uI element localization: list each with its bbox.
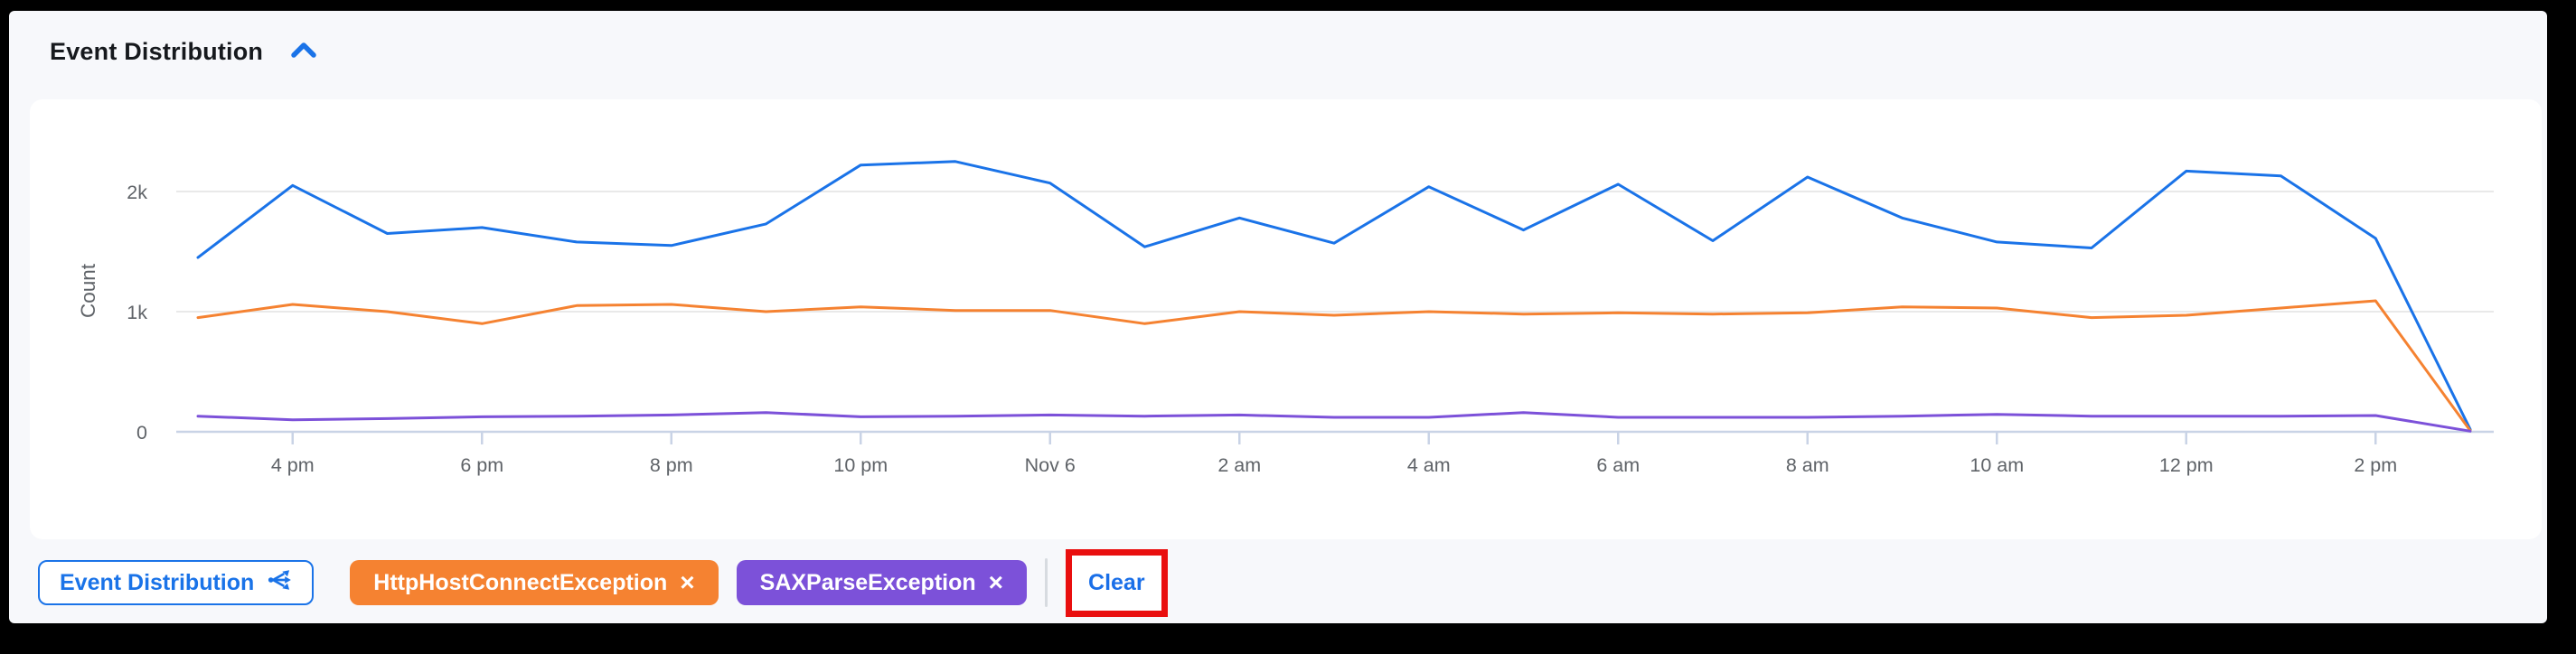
svg-text:4 pm: 4 pm: [271, 454, 315, 476]
svg-text:12 pm: 12 pm: [2159, 454, 2214, 476]
collapse-button[interactable]: [288, 40, 319, 64]
filter-pill-label: HttpHostConnectException: [373, 569, 668, 595]
clear-button[interactable]: Clear: [1088, 569, 1145, 595]
svg-text:4 am: 4 am: [1407, 454, 1451, 476]
svg-text:2 am: 2 am: [1217, 454, 1261, 476]
event-distribution-panel: Event Distribution 4 pm 6 pm 8 pm 10 pm Nov …: [9, 11, 2547, 623]
svg-text:0: 0: [136, 422, 147, 444]
close-icon[interactable]: ×: [988, 568, 1004, 596]
svg-text:6 pm: 6 pm: [460, 454, 503, 476]
annotation-highlight-box: Clear: [1066, 548, 1168, 617]
share-icon: [267, 567, 292, 599]
svg-text:2 pm: 2 pm: [2354, 454, 2397, 476]
svg-text:8 pm: 8 pm: [650, 454, 693, 476]
svg-text:Count: Count: [77, 263, 99, 318]
svg-text:10 pm: 10 pm: [833, 454, 888, 476]
chart-name-chip-label: Event Distribution: [60, 569, 255, 595]
chevron-up-icon: [288, 40, 319, 64]
svg-text:8 am: 8 am: [1786, 454, 1829, 476]
filter-pill-saxparseexception[interactable]: SAXParseException ×: [736, 560, 1028, 605]
svg-text:Nov 6: Nov 6: [1025, 454, 1076, 476]
svg-text:6 am: 6 am: [1596, 454, 1640, 476]
close-icon[interactable]: ×: [680, 568, 695, 596]
chart-card: 4 pm 6 pm 8 pm 10 pm Nov 6 2 am 4 am 6 am 8 am 10…: [30, 99, 2542, 539]
page-title: Event Distribution: [50, 38, 264, 65]
svg-text:10 am: 10 am: [1970, 454, 2024, 476]
vertical-divider: [1045, 558, 1048, 607]
filter-pill-label: SAXParseException: [759, 569, 976, 595]
svg-text:1k: 1k: [127, 302, 147, 323]
panel-header: Event Distribution: [50, 38, 319, 66]
svg-text:2k: 2k: [127, 182, 147, 203]
chart-name-chip[interactable]: Event Distribution: [38, 560, 315, 605]
legend-row: Event Distribution HttpHostConnectExcept…: [38, 547, 1168, 619]
chart-svg[interactable]: 4 pm 6 pm 8 pm 10 pm Nov 6 2 am 4 am 6 am 8 am 10…: [30, 99, 2542, 539]
filter-pill-httphostconnectexception[interactable]: HttpHostConnectException ×: [350, 560, 719, 605]
